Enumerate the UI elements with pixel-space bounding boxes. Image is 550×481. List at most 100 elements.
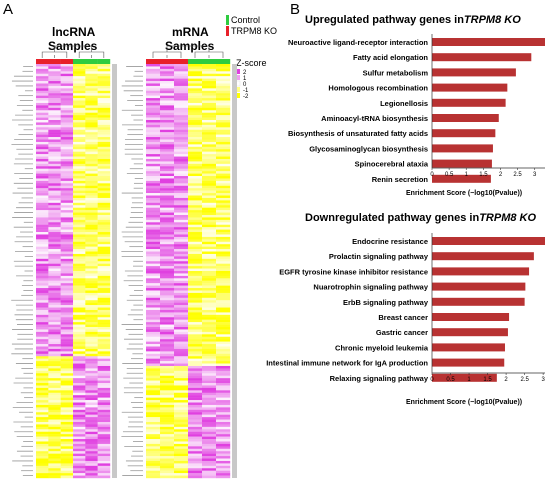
- legend-control-swatch: [226, 15, 229, 25]
- lncrna-cell: [48, 365, 61, 369]
- lncrna-cell: [48, 249, 61, 252]
- lncrna-dendrogram-lines: [41, 45, 105, 58]
- lncrna-cell: [73, 176, 86, 179]
- mrna-cell: [188, 83, 203, 87]
- mrna-cell: [202, 110, 217, 113]
- lncrna-cell: [36, 336, 49, 340]
- lncrna-cell: [85, 473, 98, 476]
- lncrna-cell: [85, 158, 98, 162]
- lncrna-cell: [36, 168, 49, 172]
- lncrna-cell: [85, 390, 98, 393]
- lncrna-cell: [73, 188, 86, 191]
- lncrna-cell: [85, 329, 98, 333]
- lncrna-cell: [85, 144, 98, 147]
- mrna-cell: [188, 154, 203, 157]
- lncrna-cell: [48, 336, 61, 340]
- mrna-cell: [160, 402, 175, 406]
- lncrna-cell: [85, 234, 98, 238]
- lncrna-cell: [60, 229, 74, 233]
- lncrna-cell: [60, 431, 74, 435]
- lncrna-cell: [85, 436, 98, 440]
- mrna-cell: [202, 85, 217, 89]
- lncrna-cell: [85, 456, 98, 459]
- mrna-cell: [146, 383, 161, 386]
- mrna-cell: [160, 278, 175, 281]
- lncrna-cell: [60, 263, 74, 267]
- mrna-cell: [202, 431, 217, 435]
- mrna-cell: [146, 329, 161, 333]
- zscore-legend: Z-score 2 1 0 -1 -2: [235, 58, 267, 100]
- mrna-cell: [174, 439, 189, 442]
- mrna-cell: [174, 397, 189, 401]
- lncrna-cell: [97, 453, 111, 457]
- lncrna-cell: [36, 124, 49, 128]
- mrna-cell: [202, 64, 217, 67]
- mrna-cell: [160, 214, 175, 218]
- mrna-cell: [146, 458, 161, 462]
- mrna-cell: [160, 414, 175, 418]
- lncrna-cell: [73, 404, 86, 408]
- mrna-cell: [202, 446, 217, 449]
- mrna-cell: [146, 253, 161, 257]
- mrna-cell: [188, 129, 203, 133]
- lncrna-cell: [36, 417, 49, 420]
- lncrna-cell: [73, 327, 86, 330]
- lncrna-cell: [85, 368, 98, 372]
- mrna-cell: [160, 241, 175, 245]
- lncrna-group-cell: [60, 59, 74, 64]
- lncrna-cell: [60, 107, 74, 111]
- lncrna-cell: [60, 312, 74, 316]
- mrna-cell: [174, 90, 189, 94]
- mrna-cell: [216, 185, 231, 189]
- mrna-cell: [146, 146, 161, 150]
- mrna-cell: [202, 463, 217, 467]
- lncrna-cell: [85, 122, 98, 126]
- lncrna-cell: [97, 117, 111, 121]
- mrna-cell: [160, 395, 175, 398]
- mrna-cell: [160, 222, 175, 225]
- mrna-cell: [202, 295, 217, 298]
- mrna-cell: [202, 436, 217, 440]
- lncrna-cell: [97, 134, 111, 138]
- mrna-cell: [216, 180, 231, 184]
- mrna-cell: [160, 205, 175, 208]
- legend-control-label: Control: [231, 15, 260, 25]
- mrna-cell: [188, 117, 203, 121]
- lncrna-cell: [60, 110, 74, 113]
- mrna-cell: [202, 290, 217, 294]
- lncrna-cell: [85, 465, 98, 469]
- mrna-cell: [146, 239, 161, 242]
- lncrna-cell: [60, 309, 74, 313]
- lncrna-cell: [36, 378, 49, 381]
- mrna-cell: [146, 358, 161, 362]
- mrna-cell: [216, 85, 231, 89]
- mrna-cell: [216, 409, 231, 413]
- lncrna-cell: [60, 90, 74, 94]
- mrna-cell: [216, 383, 231, 386]
- lncrna-cell: [60, 317, 74, 320]
- lncrna-cell: [73, 271, 86, 274]
- x-tick-label: 1: [467, 377, 471, 383]
- mrna-cell: [160, 336, 175, 340]
- lncrna-cell: [97, 244, 111, 247]
- lncrna-cell: [73, 263, 86, 267]
- mrna-cell: [216, 361, 231, 364]
- lncrna-cell: [36, 249, 49, 252]
- mrna-cell: [188, 305, 203, 308]
- lncrna-cell: [97, 404, 111, 408]
- mrna-cell: [174, 158, 189, 162]
- mrna-cell: [216, 95, 231, 99]
- lncrna-cell: [97, 329, 111, 333]
- mrna-cell: [202, 183, 217, 186]
- mrna-cell: [160, 127, 175, 130]
- mrna-cell: [146, 180, 161, 184]
- mrna-cell: [202, 90, 217, 94]
- lncrna-cell: [85, 451, 98, 454]
- lncrna-cell: [48, 261, 61, 264]
- lncrna-cell: [85, 81, 98, 84]
- lncrna-cell: [48, 363, 61, 367]
- lncrna-cell: [73, 441, 86, 445]
- lncrna-cell: [97, 285, 111, 289]
- mrna-cell: [160, 68, 175, 72]
- lncrna-cell: [48, 173, 61, 177]
